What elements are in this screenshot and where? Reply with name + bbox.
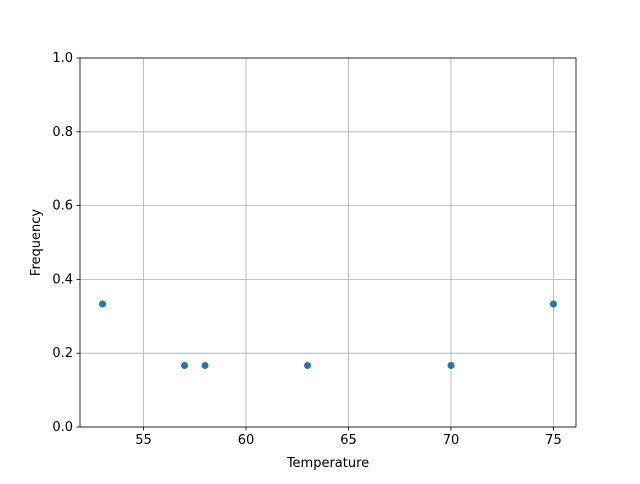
data-point	[99, 300, 107, 308]
data-point	[447, 361, 455, 369]
y-tick-label: 0.2	[52, 346, 73, 361]
y-tick-label: 0.8	[52, 125, 73, 140]
data-point	[304, 361, 312, 369]
x-tick-label: 70	[443, 433, 460, 448]
x-tick-label: 75	[545, 433, 562, 448]
data-point	[181, 361, 189, 369]
x-tick-label: 60	[238, 433, 255, 448]
y-axis-ticks: 0.0 0.2 0.4 0.6 0.8 1.0	[52, 51, 80, 435]
x-axis-ticks: 55 60 65 70 75	[135, 427, 562, 448]
y-tick-label: 1.0	[52, 51, 73, 66]
grid	[80, 57, 576, 428]
y-tick-label: 0.0	[52, 420, 73, 435]
y-tick-label: 0.6	[52, 199, 73, 214]
x-tick-label: 55	[135, 433, 152, 448]
axes-frame	[79, 57, 577, 428]
data-point	[201, 361, 209, 369]
x-tick-label: 65	[340, 433, 357, 448]
y-axis-label: Frequency	[29, 209, 44, 276]
data-points	[99, 300, 557, 369]
data-point	[549, 300, 557, 308]
y-tick-label: 0.4	[52, 272, 73, 287]
x-axis-label: Temperature	[286, 456, 369, 471]
